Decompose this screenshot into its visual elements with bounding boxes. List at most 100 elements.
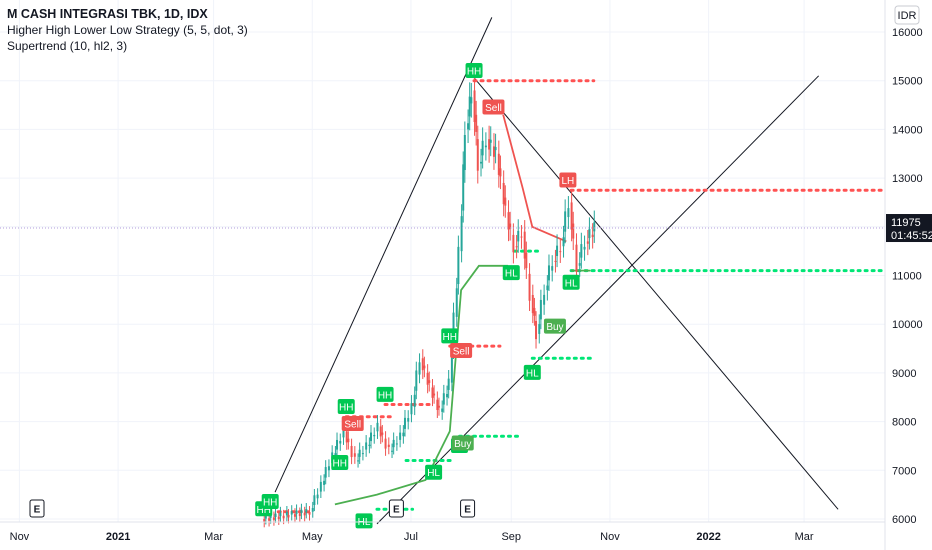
candle-body <box>580 244 583 258</box>
candle-body <box>463 135 466 170</box>
candle-body <box>311 507 314 512</box>
signal-label-box <box>355 513 373 529</box>
candle-body <box>387 444 390 447</box>
signal-sell: LH <box>559 172 577 188</box>
indicator-supertrend-label[interactable]: Supertrend (10, hl2, 3) <box>7 39 128 53</box>
candle-body <box>282 515 285 519</box>
event-box[interactable] <box>460 499 476 518</box>
candle-body <box>358 449 361 457</box>
candle-body <box>426 372 429 385</box>
event-letter: E <box>393 505 400 516</box>
candle-body <box>287 514 290 518</box>
candle-body <box>457 246 460 285</box>
candle-body <box>509 223 512 229</box>
candle-body <box>336 439 339 450</box>
signal-label-text: HH <box>443 332 457 343</box>
candle-body <box>353 453 356 457</box>
signal-label-box <box>376 386 394 402</box>
candle-body <box>575 244 578 272</box>
candle-body <box>308 512 311 515</box>
candle-body <box>410 403 413 415</box>
candle-body <box>365 442 368 450</box>
signal-label-text: LH <box>561 176 574 187</box>
indicator-hhll-label[interactable]: Higher High Lower Low Strategy (5, 5, do… <box>7 23 248 37</box>
price-tick-label: 10000 <box>892 319 923 331</box>
signal-label-box <box>465 62 483 78</box>
candle-body <box>507 212 510 230</box>
candle-body <box>497 153 500 175</box>
candle-body <box>413 394 416 407</box>
candle-body <box>572 223 575 239</box>
candle-body <box>324 467 327 478</box>
event-box[interactable] <box>29 499 45 518</box>
grid <box>0 0 885 522</box>
candle-body <box>473 90 476 122</box>
candle-body <box>415 370 418 391</box>
signal-hh: HH <box>261 493 279 509</box>
candle-body <box>298 513 301 517</box>
candle-body <box>564 211 567 232</box>
event-marker[interactable]: E <box>460 499 476 518</box>
signal-label-text: HL <box>505 269 518 280</box>
candle-body <box>392 439 395 448</box>
supertrend <box>334 114 591 506</box>
candles <box>263 76 596 528</box>
event-letter: E <box>34 505 41 516</box>
trendline[interactable] <box>376 75 820 525</box>
candle-body <box>462 164 465 211</box>
event-marker[interactable]: E <box>388 499 404 518</box>
symbol-title[interactable]: M CASH INTEGRASI TBK, 1D, IDX <box>7 7 208 21</box>
candle-body <box>446 393 449 398</box>
candle-body <box>345 431 348 443</box>
trendline[interactable] <box>472 75 839 510</box>
event-box[interactable] <box>388 499 404 518</box>
signal-label-box <box>482 99 505 115</box>
time-axis[interactable]: Nov 2021 Mar May Jul Sep Nov 2022 Mar <box>10 531 814 543</box>
signal-label-text: Sell <box>453 346 470 357</box>
candle-body <box>423 365 426 369</box>
candle-body <box>264 515 267 519</box>
price-tick-label: 6000 <box>892 514 916 526</box>
event-marker[interactable]: E <box>29 499 45 518</box>
trendlines[interactable] <box>274 17 839 525</box>
time-tick-label: 2021 <box>106 531 130 543</box>
signal-label-text: Buy <box>454 439 471 450</box>
candle-body <box>342 427 345 438</box>
candle-body <box>327 466 330 471</box>
candle-body <box>279 512 282 517</box>
signal-hl: HL <box>425 464 443 480</box>
candle-body <box>543 294 546 305</box>
price-axis[interactable]: 1600015000140001300012000110001000090008… <box>892 27 923 526</box>
candle-body <box>480 161 483 164</box>
signal-label-text: HL <box>526 368 539 379</box>
candle-body <box>467 123 470 130</box>
candle-body <box>428 380 431 383</box>
signal-hh: HH <box>337 398 355 414</box>
candle-body <box>475 114 478 132</box>
time-tick-label: Nov <box>10 531 30 543</box>
signal-labels: HHHHHHHHSellHHHLHLHHSellHLBuyHHSellHLHLL… <box>255 62 580 529</box>
candle-body <box>323 480 326 485</box>
signal-label-box <box>523 364 541 380</box>
signal-hl: HL <box>562 274 580 290</box>
currency-label: IDR <box>898 10 917 22</box>
candle-body <box>441 408 444 412</box>
signal-label-box <box>451 435 474 451</box>
candle-body <box>455 288 458 317</box>
candle-body <box>399 432 402 440</box>
price-tick-label: 16000 <box>892 27 923 39</box>
candle-body <box>300 509 303 514</box>
signal-hh: HH <box>331 454 349 470</box>
signal-label-box <box>562 274 580 290</box>
candle-body <box>391 450 394 452</box>
signal-label-box <box>441 328 459 344</box>
currency-badge[interactable]: IDR <box>894 5 920 25</box>
time-tick-label: Mar <box>204 531 223 543</box>
candle-body <box>551 266 554 271</box>
candle-body <box>593 222 596 232</box>
candle-body <box>316 494 319 499</box>
trendline[interactable] <box>274 17 493 493</box>
signal-hl: HL <box>502 265 520 281</box>
